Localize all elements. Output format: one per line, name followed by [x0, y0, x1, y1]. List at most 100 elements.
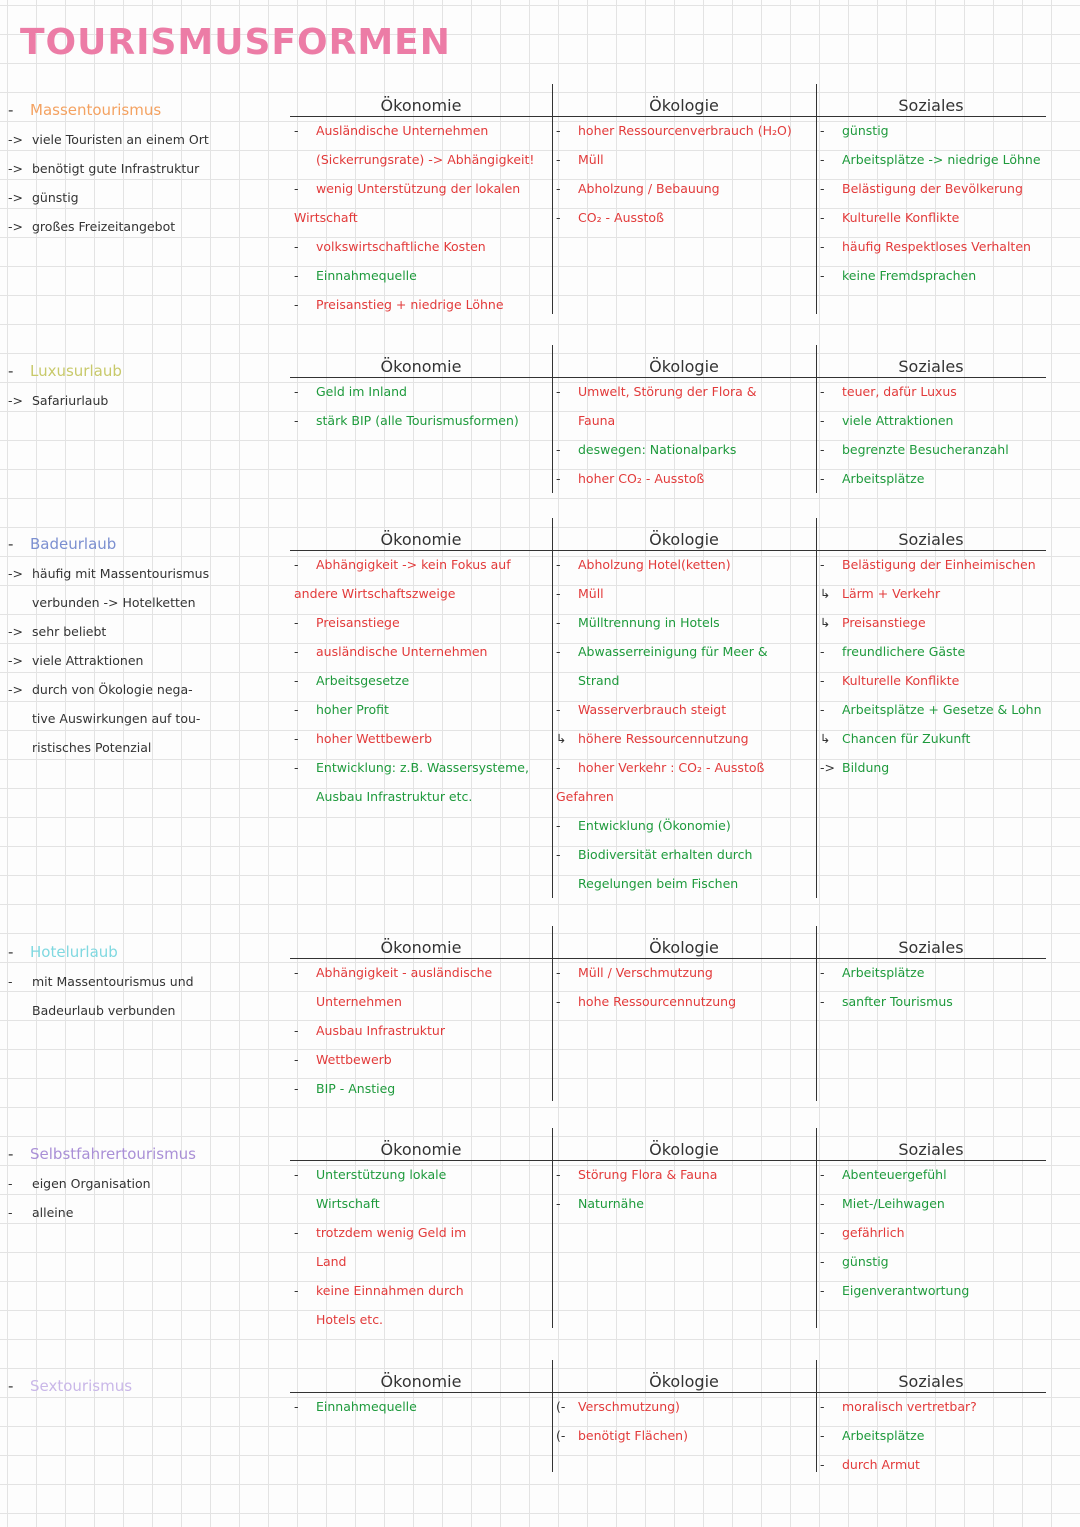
heading-dash: - — [8, 101, 14, 119]
item-text: (Sickerrungsrate) -> Abhängigkeit! — [316, 152, 535, 167]
item-bullet: - — [556, 965, 561, 980]
note-text: durch von Ökologie nega- — [32, 682, 193, 697]
item-bullet: - — [294, 615, 299, 630]
column-item: - hoher Wettbewerb — [294, 724, 548, 753]
item-text: Geld im Inland — [316, 384, 407, 399]
item-bullet: - — [294, 731, 299, 746]
header-line — [290, 550, 1046, 551]
item-text: Entwicklung (Ökonomie) — [578, 818, 731, 833]
item-text: Miet-/Leihwagen — [842, 1196, 945, 1211]
column-item: - Entwicklung (Ökonomie) — [556, 811, 812, 840]
column-header: Soziales — [898, 357, 964, 376]
header-line — [290, 958, 1046, 959]
item-bullet: - — [556, 586, 561, 601]
note-item: -> viele Attraktionen — [8, 646, 270, 675]
section-notes: - Hotelurlaub - mit Massentourismus und Bade… — [8, 938, 270, 1025]
section-notes: - Massentourismus -> viele Touristen an ein… — [8, 96, 270, 241]
column-item: - BIP - Anstieg — [294, 1074, 548, 1103]
note-marker: - — [8, 974, 13, 989]
col-oekologie: Ökologie - Umwelt, Störung der Flora & Faun… — [556, 357, 812, 486]
section-heading: - Sextourismus — [8, 1372, 270, 1401]
item-text: hoher Profit — [316, 702, 389, 717]
item-text: wenig Unterstützung der lokalen — [316, 181, 521, 196]
column-item: Wirtschaft — [294, 1189, 548, 1218]
item-text: BIP - Anstieg — [316, 1081, 396, 1096]
item-bullet: - — [294, 123, 299, 138]
item-text: hoher CO₂ - Ausstoß — [578, 471, 705, 486]
col-oekologie: Ökologie - Störung Flora & Fauna - Naturnähe — [556, 1140, 812, 1211]
item-text: Umwelt, Störung der Flora & — [578, 384, 757, 399]
column-item: - Arbeitsplätze — [820, 1421, 1042, 1450]
column-items: - Geld im Inland - stärk BIP (alle Tourismu… — [294, 377, 548, 435]
column-item: Gefahren — [556, 782, 812, 811]
item-text: Arbeitsplätze + Gesetze & Lohn — [842, 702, 1042, 717]
section-notes: - Selbstfahrertourismus - eigen Organisatio… — [8, 1140, 270, 1227]
note-text: mit Massentourismus und — [32, 974, 194, 989]
col-oekonomie: Ökonomie - Einnahmequelle — [294, 1372, 548, 1414]
item-bullet: - — [294, 673, 299, 688]
column-item: - Belästigung der Einheimischen — [820, 550, 1042, 579]
item-text: Preisanstiege — [842, 615, 926, 630]
item-text: andere Wirtschaftszweige — [294, 586, 456, 601]
item-text: Wettbewerb — [316, 1052, 392, 1067]
note-text: ristisches Potenzial — [32, 740, 152, 755]
column-item: - Abwasserreinigung für Meer & — [556, 637, 812, 666]
column-item: - Unterstützung lokale — [294, 1160, 548, 1189]
item-text: Ausländische Unternehmen — [316, 123, 489, 138]
note-text: viele Attraktionen — [32, 653, 144, 668]
item-text: gefährlich — [842, 1225, 905, 1240]
item-bullet: - — [556, 1196, 561, 1211]
item-text: Störung Flora & Fauna — [578, 1167, 718, 1182]
column-item: - Preisanstiege — [294, 608, 548, 637]
column-item: - Müll — [556, 579, 812, 608]
item-bullet: - — [820, 1254, 825, 1269]
column-item: - Belästigung der Bevölkerung — [820, 174, 1042, 203]
item-text: hohe Ressourcennutzung — [578, 994, 737, 1009]
column-items: - moralisch vertretbar? - Arbeitsplätze - dur… — [820, 1392, 1042, 1479]
item-text: sanfter Tourismus — [842, 994, 953, 1009]
column-item: Land — [294, 1247, 548, 1276]
note-item: -> großes Freizeitangebot — [8, 212, 270, 241]
column-divider — [816, 518, 817, 898]
column-divider — [552, 1360, 553, 1472]
note-text: verbunden -> Hotelketten — [32, 595, 196, 610]
column-header: Ökonomie — [380, 1140, 462, 1159]
item-bullet: - — [294, 1081, 299, 1096]
item-bullet: - — [294, 1399, 299, 1414]
note-item: -> benötigt gute Infrastruktur — [8, 154, 270, 183]
column-item: - hoher Profit — [294, 695, 548, 724]
item-text: Arbeitsplätze — [842, 965, 925, 980]
item-bullet: - — [556, 994, 561, 1009]
column-divider — [552, 518, 553, 898]
note-item: -> durch von Ökologie nega- — [8, 675, 270, 704]
item-text: Verschmutzung) — [578, 1399, 680, 1414]
column-divider — [816, 1360, 817, 1472]
column-header: Soziales — [898, 938, 964, 957]
item-bullet: - — [820, 1225, 825, 1240]
item-text: hoher Ressourcenverbrauch (H₂O) — [578, 123, 792, 138]
col-oekologie: Ökologie - hoher Ressourcenverbrauch (H₂O)… — [556, 96, 812, 225]
column-item: (- benötigt Flächen) — [556, 1421, 812, 1450]
column-item: - günstig — [820, 116, 1042, 145]
column-item: - Miet-/Leihwagen — [820, 1189, 1042, 1218]
item-bullet: - — [820, 384, 825, 399]
column-item: - Kulturelle Konflikte — [820, 203, 1042, 232]
column-item: - Abholzung / Bebauung — [556, 174, 812, 203]
column-divider — [816, 926, 817, 1101]
item-text: Abholzung / Bebauung — [578, 181, 720, 196]
note-item: -> günstig — [8, 183, 270, 212]
note-marker: -> — [8, 219, 23, 234]
item-bullet: - — [820, 1196, 825, 1211]
column-items: - Unterstützung lokale Wirtschaft - trotzdem… — [294, 1160, 548, 1334]
item-text: begrenzte Besucheranzahl — [842, 442, 1009, 457]
column-item: - durch Armut — [820, 1450, 1042, 1479]
item-text: höhere Ressourcennutzung — [578, 731, 749, 746]
item-text: Mülltrennung in Hotels — [578, 615, 720, 630]
header-line — [290, 116, 1046, 117]
item-text: viele Attraktionen — [842, 413, 954, 428]
note-text: günstig — [32, 190, 79, 205]
item-text: Müll / Verschmutzung — [578, 965, 713, 980]
item-text: Kulturelle Konflikte — [842, 210, 960, 225]
item-text: CO₂ - Ausstoß — [578, 210, 664, 225]
item-text: Wirtschaft — [294, 210, 358, 225]
